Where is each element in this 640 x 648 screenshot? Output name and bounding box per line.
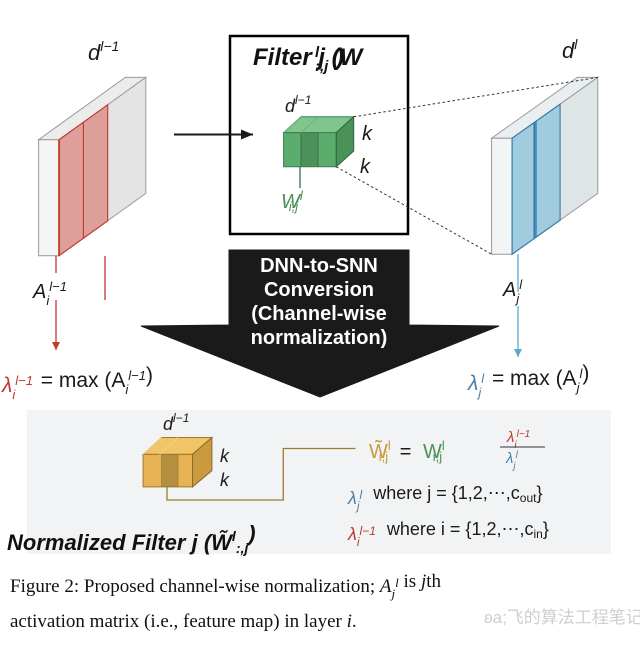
svg-text:(Channel-wise: (Channel-wise <box>251 303 387 325</box>
svg-text:k: k <box>362 123 373 145</box>
svg-text:k: k <box>360 156 371 178</box>
svg-text:Conversion: Conversion <box>264 279 374 301</box>
svg-text:Filter j (W: Filter j (W <box>253 44 365 71</box>
svg-text:ʚa;飞的算法工程笔记: ʚa;飞的算法工程笔记 <box>484 608 640 627</box>
svg-text:W̃li,j = Wli,j: W̃l i,j = Wl i,j <box>369 438 445 466</box>
svg-text:k: k <box>220 470 230 490</box>
svg-text:DNN-to-SNN: DNN-to-SNN <box>260 255 378 277</box>
svg-text:normalization): normalization) <box>251 327 388 349</box>
svg-text::,j: :,j <box>315 58 329 75</box>
svg-text:Figure 2: Proposed channel-wis: Figure 2: Proposed channel-wise normaliz… <box>10 571 441 601</box>
svg-text:activation matrix (i.e., featu: activation matrix (i.e., feature map) in… <box>10 611 357 632</box>
svg-text:k: k <box>220 446 230 466</box>
